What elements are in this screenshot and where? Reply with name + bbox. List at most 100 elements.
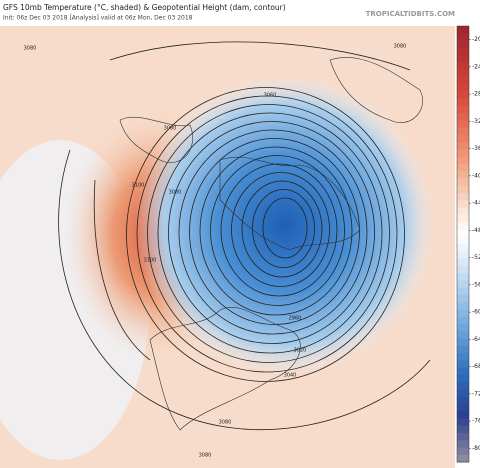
colorbar-cell xyxy=(457,353,469,361)
colorbar-frame xyxy=(456,25,470,463)
colorbar-cell xyxy=(457,193,469,201)
colorbar-cell xyxy=(457,135,469,143)
contour-line xyxy=(231,172,330,287)
colorbar-cell xyxy=(457,338,469,347)
colorbar-cell xyxy=(457,91,469,100)
colorbar-cell xyxy=(457,367,469,376)
colorbar-cell xyxy=(457,185,469,194)
colorbar-cell xyxy=(457,120,469,129)
contour-label: 3100 xyxy=(132,183,145,189)
cold-region xyxy=(135,75,435,375)
colorbar-cell xyxy=(457,447,469,456)
colorbar-cell xyxy=(457,316,469,325)
colorbar-tick-label: -36 xyxy=(472,145,480,152)
colorbar-cell xyxy=(457,69,469,78)
contour-label: 3080 xyxy=(394,44,407,50)
colorbar-cell xyxy=(457,411,469,419)
colorbar-tick-label: -68 xyxy=(472,363,480,370)
colorbar-cell xyxy=(457,236,469,245)
contour-label: 3080 xyxy=(24,46,37,52)
contour-label: 3080 xyxy=(219,420,232,426)
colorbar-cell xyxy=(457,33,469,42)
title: GFS 10mb Temperature (°C, shaded) & Geop… xyxy=(3,3,286,12)
colorbar-tick-label: -52 xyxy=(472,254,480,261)
colorbar-cell xyxy=(457,105,469,114)
colorbar-cell xyxy=(457,244,469,252)
colorbar-cell xyxy=(457,323,469,332)
colorbar-cell xyxy=(457,200,469,209)
contour-line xyxy=(147,104,390,363)
contour-label: 3060 xyxy=(264,93,277,99)
colorbar-cell xyxy=(457,294,469,303)
contour-line xyxy=(136,95,398,373)
colorbar-cell xyxy=(457,207,469,216)
colorbar-tick-label: -64 xyxy=(472,336,480,343)
colorbar-cell xyxy=(457,258,469,267)
colorbar-cell xyxy=(457,98,469,107)
contour-line xyxy=(58,149,431,430)
contour-label: 3080 xyxy=(169,190,182,196)
colorbar-cell xyxy=(457,40,469,49)
colorbar-tick-label: -40 xyxy=(472,172,480,179)
contour-line xyxy=(109,41,411,71)
colorbar-tick-label: -72 xyxy=(472,390,480,397)
coastlines xyxy=(119,57,423,431)
colorbar-cell xyxy=(457,360,469,369)
colorbar-cell xyxy=(457,26,469,34)
contour-line xyxy=(210,155,345,306)
colorbar-cell xyxy=(457,164,469,172)
contour-line xyxy=(93,179,151,361)
colorbar-tick-label: -76 xyxy=(472,418,480,425)
colorbar-cell xyxy=(457,440,469,448)
colorbar-cell xyxy=(457,214,469,223)
contour-line xyxy=(262,197,308,259)
colorbar-cell xyxy=(457,171,469,180)
contour-line xyxy=(252,189,315,268)
colorbar-cell xyxy=(457,84,469,92)
contour-label: 2960 xyxy=(289,316,302,322)
contour-line xyxy=(220,163,338,297)
colorbar-cell xyxy=(457,309,469,318)
colorbar: -20 -24 -28 -32 -36 -40 -44 -48 -52 -56 -60 -64 -68 -… xyxy=(456,25,480,463)
colorbar-tick-label: -44 xyxy=(472,200,480,207)
contours xyxy=(58,41,431,430)
colorbar-cell xyxy=(457,345,469,354)
colorbar-tick-label: -56 xyxy=(472,281,480,288)
contour-label: 3020 xyxy=(294,348,307,354)
contour-label: 3080 xyxy=(164,126,177,132)
contour-label: 3080 xyxy=(199,453,212,459)
colorbar-cell xyxy=(457,432,469,441)
colorbar-cell xyxy=(457,76,469,85)
colorbar-cell xyxy=(457,127,469,136)
colorbar-tick-label: -80 xyxy=(472,445,480,452)
colorbar-tick-label: -24 xyxy=(472,63,480,70)
colorbar-cell xyxy=(457,425,469,434)
colorbar-cell xyxy=(457,55,469,63)
colorbar-cell xyxy=(457,222,469,230)
contour-line xyxy=(189,138,360,325)
colorbar-cell xyxy=(457,265,469,274)
contour-line xyxy=(199,146,353,316)
colorbar-cell xyxy=(457,273,469,281)
colorbar-cell xyxy=(457,396,469,405)
colorbar-cell xyxy=(457,331,469,339)
colorbar-cell xyxy=(457,287,469,296)
colorbar-tick-label: -20 xyxy=(472,36,480,43)
colorbar-cell xyxy=(457,149,469,158)
colorbar-cell xyxy=(457,156,469,165)
colorbar-tick-label: -28 xyxy=(472,91,480,98)
colorbar-cell xyxy=(457,178,469,187)
contour-line xyxy=(168,121,375,344)
contour-label: 3040 xyxy=(284,373,297,379)
colorbar-tick-label: -60 xyxy=(472,309,480,316)
colorbar-cell xyxy=(457,389,469,398)
contour-line xyxy=(241,180,323,278)
colorbar-cell xyxy=(457,229,469,238)
contour-label: 3100 xyxy=(144,258,157,264)
colorbar-cell xyxy=(457,251,469,260)
colorbar-cell xyxy=(457,302,469,310)
colorbar-cell xyxy=(457,382,469,390)
colorbar-cell xyxy=(457,113,469,121)
colorbar-cell xyxy=(457,454,469,463)
colorbar-cell xyxy=(457,142,469,151)
